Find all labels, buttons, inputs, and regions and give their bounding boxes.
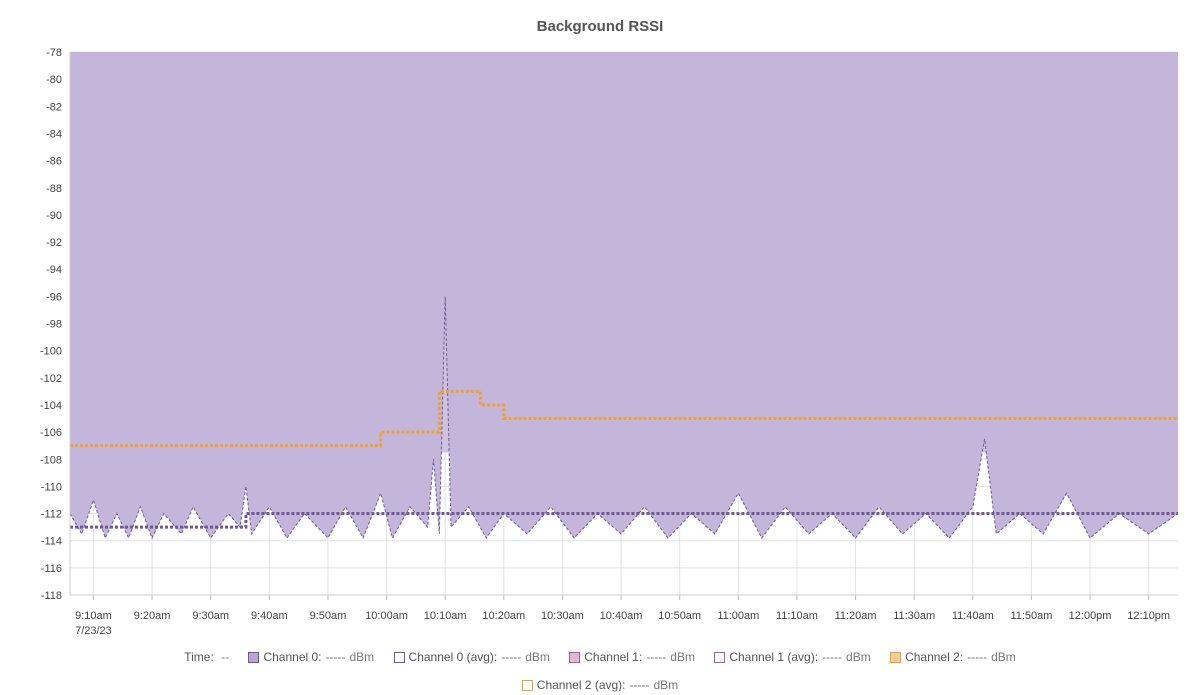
y-tick-label: -80 — [46, 74, 62, 86]
legend-item-channel-2-avg[interactable]: Channel 2 (avg): ----- dBm — [521, 677, 679, 692]
legend-item-value: ----- — [629, 677, 650, 692]
y-tick-label: -104 — [40, 400, 62, 412]
series-line-channel-0-avg- — [70, 512, 1178, 529]
x-tick-label: 9:30am — [192, 610, 229, 622]
x-tick-label: 11:20am — [835, 610, 877, 622]
y-tick-label: -92 — [46, 237, 62, 249]
legend-item-value: ----- — [967, 649, 988, 664]
y-tick-label: -106 — [40, 427, 62, 439]
x-tick-label: 11:50am — [1010, 610, 1052, 622]
x-tick-label: 11:30am — [893, 610, 935, 622]
legend-item-unit: dBm — [653, 677, 679, 692]
legend-item-channel-2[interactable]: Channel 2: ----- dBm — [890, 650, 1016, 664]
y-tick-label: -108 — [40, 454, 62, 466]
legend-item-label: Channel 2: — [905, 649, 964, 664]
legend-item-value: ----- — [325, 649, 346, 664]
x-tick-label: 10:10am — [424, 610, 467, 622]
y-tick-label: -116 — [41, 563, 62, 575]
legend-item-label: Channel 0 (avg): — [408, 649, 498, 664]
x-tick-label: 12:10pm — [1127, 610, 1170, 622]
legend-item-unit: dBm — [991, 649, 1016, 664]
series-layer — [69, 52, 1179, 540]
legend-swatch — [890, 651, 902, 663]
legend-item-unit: dBm — [846, 649, 871, 664]
legend-swatch — [714, 651, 726, 663]
legend-swatch — [521, 679, 533, 691]
x-tick-label: 9:10am — [75, 610, 112, 622]
legend-item-unit: dBm — [670, 649, 695, 664]
legend-item-label: Channel 0: — [263, 649, 322, 664]
legend-item-value: ----- — [646, 649, 667, 664]
legend-swatch — [248, 651, 260, 663]
x-tick-sublabel: 7/23/23 — [75, 625, 112, 637]
x-tick-label: 11:40am — [952, 610, 994, 622]
legend-item-value: ----- — [501, 649, 522, 664]
legend: Time: -- Channel 0: ----- dBm Channel 0 (a… — [0, 649, 1200, 664]
series-line-channel-2-avg- — [70, 389, 1178, 448]
chart-title: Background RSSI — [536, 18, 664, 35]
chart-plot[interactable]: -78 -80 -82 -84 -86 -88 -90 -92 -94 -96 -98 -100 -10… — [0, 0, 1200, 640]
legend-item-value: ----- — [822, 649, 843, 664]
legend-item-channel-0-avg[interactable]: Channel 0 (avg): ----- dBm — [393, 649, 550, 664]
legend-item-unit: dBm — [349, 649, 375, 664]
x-tick-label: 11:10am — [776, 610, 818, 622]
legend-item-label: Channel 2 (avg): — [536, 677, 626, 692]
series-area-channel-0 — [70, 52, 1178, 538]
x-tick-label: 9:40am — [251, 610, 288, 622]
y-tick-label: -90 — [46, 210, 62, 222]
y-tick-label: -98 — [46, 319, 62, 331]
y-tick-label: -94 — [46, 264, 62, 276]
x-tick-label: 10:00am — [365, 610, 408, 622]
y-tick-label: -84 — [46, 128, 62, 140]
y-tick-label: -102 — [40, 373, 62, 385]
legend-item-unit: dBm — [525, 649, 550, 664]
x-tick-label: 10:30am — [541, 610, 584, 622]
y-tick-label: -88 — [46, 183, 62, 195]
legend-item-label: Channel 1: — [584, 649, 643, 664]
x-tick-label: 10:40am — [600, 610, 643, 622]
legend-item-channel-0[interactable]: Channel 0: ----- dBm — [248, 650, 374, 664]
x-tick-label: 10:20am — [482, 610, 525, 622]
x-tick-label: 10:50am — [658, 610, 701, 622]
y-tick-label: -82 — [46, 101, 62, 113]
legend-time-label: Time: — [184, 649, 214, 664]
x-tick-label: 9:50am — [310, 610, 347, 622]
legend-time: Time: -- — [184, 650, 229, 664]
x-tick-label: 11:00am — [717, 610, 759, 622]
y-tick-label: -112 — [41, 509, 62, 521]
x-tick-label: 12:00pm — [1069, 610, 1112, 622]
y-tick-label: -110 — [41, 481, 62, 493]
legend-time-value: -- — [221, 649, 230, 664]
x-tick-label: 9:20am — [134, 610, 171, 622]
legend-swatch — [393, 651, 405, 663]
y-tick-label: -118 — [41, 590, 62, 602]
legend-swatch — [569, 651, 581, 663]
y-tick-label: -86 — [46, 156, 62, 168]
legend-item-channel-1-avg[interactable]: Channel 1 (avg): ----- dBm — [714, 649, 871, 664]
legend-item-channel-1[interactable]: Channel 1: ----- dBm — [569, 650, 695, 664]
legend-row-2: Channel 2 (avg): ----- dBm — [0, 677, 1200, 692]
y-tick-label: -100 — [40, 346, 62, 358]
y-tick-label: -114 — [41, 536, 62, 548]
legend-item-label: Channel 1 (avg): — [729, 649, 819, 664]
axis-layer: -78 -80 -82 -84 -86 -88 -90 -92 -94 -96 -98 -100 -10… — [40, 47, 1178, 637]
y-tick-label: -78 — [46, 47, 62, 59]
y-tick-label: -96 — [46, 291, 62, 303]
